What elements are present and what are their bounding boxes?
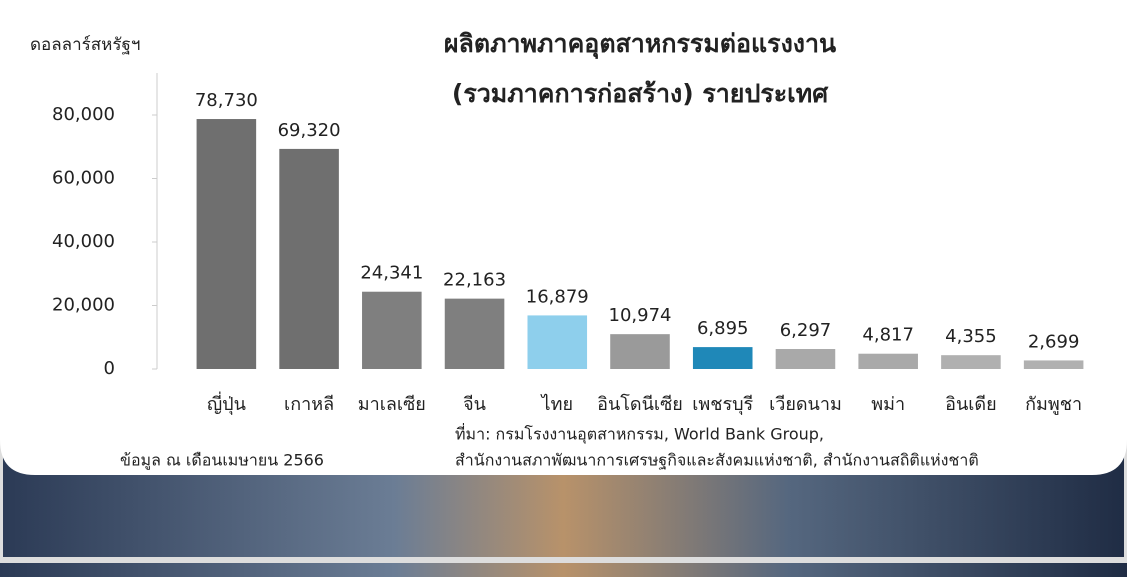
note: ข้อมูล ณ เดือนเมษายน 2566 bbox=[120, 451, 324, 471]
chart-subtitle: (รวมภาคการก่อสร้าง) รายประเทศ bbox=[452, 79, 829, 108]
value-label: 2,699 bbox=[1028, 331, 1080, 352]
x-tick-label: มาเลเซีย bbox=[358, 394, 426, 415]
y-tick-label: 20,000 bbox=[52, 295, 115, 316]
bar bbox=[1023, 360, 1084, 369]
x-tick-label: เกาหลี bbox=[284, 394, 334, 415]
source: สำนักงานสภาพัฒนาการเศรษฐกิจและสังคมแห่งช… bbox=[455, 451, 979, 470]
x-tick-label: พม่า bbox=[871, 394, 905, 415]
x-tick-label: อินโดนีเซีย bbox=[597, 393, 683, 415]
value-label: 6,297 bbox=[780, 320, 832, 341]
source: ที่มา: กรมโรงงานอุตสาหกรรม, World Bank G… bbox=[455, 423, 824, 445]
y-tick-label: 40,000 bbox=[52, 231, 115, 252]
x-tick-label: ไทย bbox=[540, 393, 573, 415]
bar bbox=[941, 355, 1001, 369]
bar bbox=[527, 315, 588, 369]
x-tick-label: เวียดนาม bbox=[769, 394, 842, 415]
value-label: 69,320 bbox=[278, 120, 341, 141]
y-tick-label: 80,000 bbox=[52, 104, 115, 125]
bar bbox=[444, 298, 505, 369]
bar bbox=[362, 291, 422, 369]
chart-title: ผลิตภาพภาคอุตสาหกรรมต่อแรงงาน bbox=[444, 29, 836, 60]
x-tick-label: ญี่ปุ่น bbox=[207, 391, 246, 415]
value-label: 24,341 bbox=[360, 263, 423, 284]
bar bbox=[775, 349, 836, 369]
x-tick-label: กัมพูชา bbox=[1025, 394, 1082, 415]
bar bbox=[858, 353, 918, 369]
x-tick-label: เพชรบุรี bbox=[692, 394, 753, 415]
value-label: 4,817 bbox=[862, 325, 914, 346]
bar bbox=[279, 148, 339, 369]
value-label: 22,163 bbox=[443, 270, 506, 291]
bar bbox=[196, 119, 257, 369]
bar bbox=[610, 334, 670, 369]
y-tick-label: 0 bbox=[104, 358, 115, 379]
value-label: 4,355 bbox=[945, 326, 997, 347]
frame bbox=[0, 0, 1127, 563]
value-label: 16,879 bbox=[526, 286, 589, 307]
value-label: 78,730 bbox=[195, 90, 258, 111]
value-label: 6,895 bbox=[697, 318, 749, 339]
bar bbox=[692, 347, 753, 369]
x-tick-label: อินเดีย bbox=[945, 394, 997, 415]
value-label: 10,974 bbox=[609, 305, 672, 326]
x-tick-label: จีน bbox=[463, 394, 486, 415]
y-tick-label: 60,000 bbox=[52, 168, 115, 189]
y-axis-label: ดอลลาร์สหรัฐฯ bbox=[30, 35, 140, 55]
